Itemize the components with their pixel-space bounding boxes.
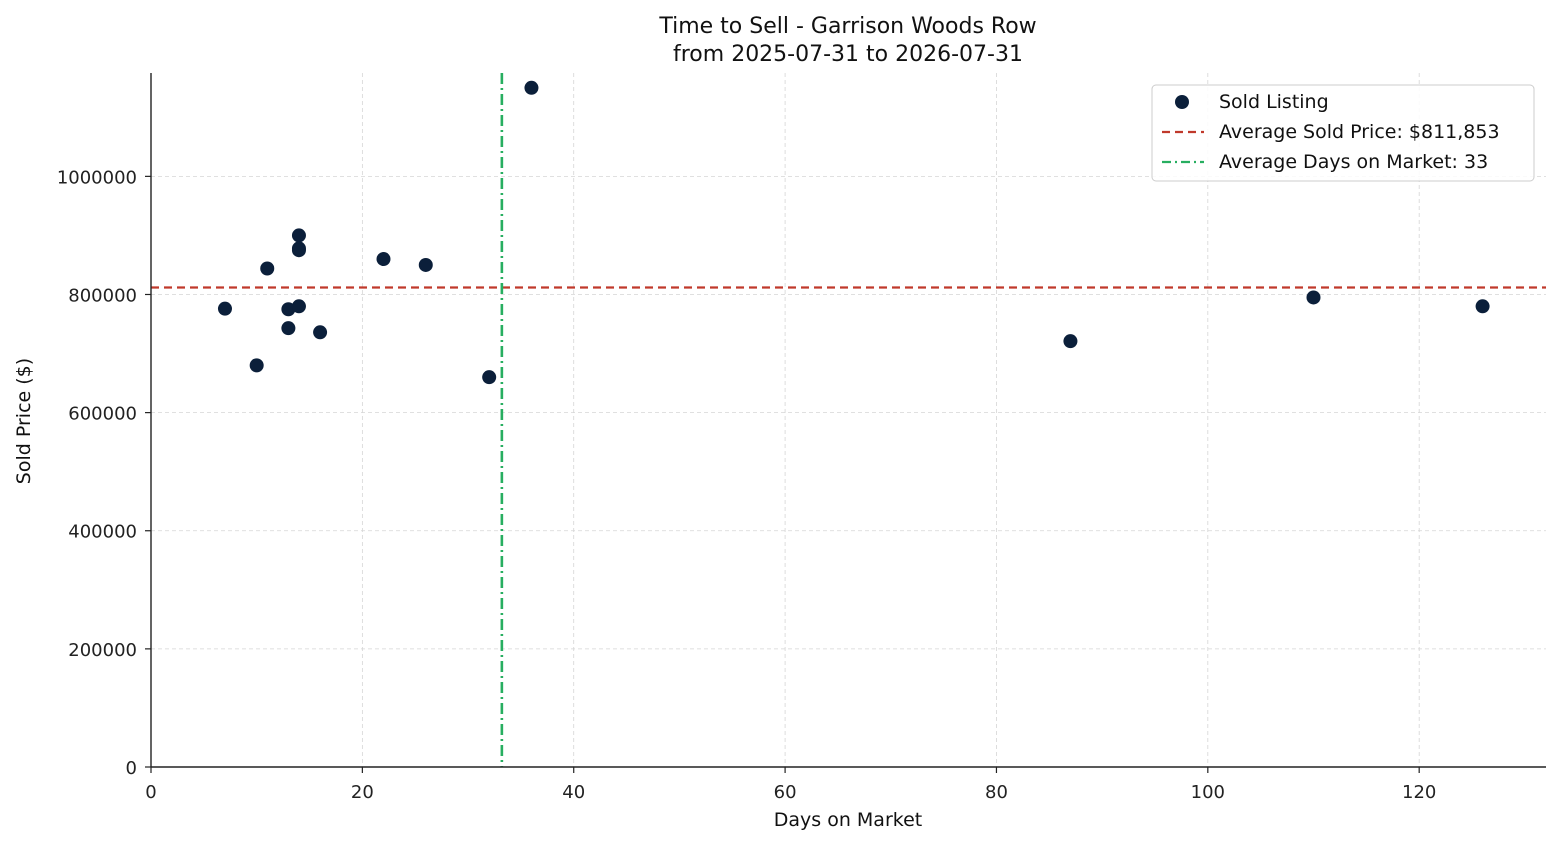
x-axis-label: Days on Market <box>774 809 922 831</box>
data-point <box>217 301 232 316</box>
legend: Sold Listing Average Sold Price: $811,85… <box>1151 84 1535 182</box>
data-point <box>260 261 275 276</box>
y-tick-label: 600000 <box>68 404 137 425</box>
data-point <box>1063 334 1078 349</box>
reference-lines <box>151 73 1546 767</box>
axes <box>145 73 1546 773</box>
x-tick-label: 80 <box>985 782 1008 803</box>
x-tick-label: 20 <box>351 782 374 803</box>
legend-label-sold-listing: Sold Listing <box>1219 91 1329 113</box>
data-point <box>1475 299 1490 314</box>
data-point <box>376 252 391 267</box>
x-tick-label: 120 <box>1402 782 1436 803</box>
y-tick-label: 400000 <box>68 522 137 543</box>
data-point <box>524 80 539 95</box>
y-axis-label: Sold Price ($) <box>13 358 35 484</box>
legend-marker-sold-listing <box>1175 95 1189 109</box>
x-tick-label: 0 <box>145 782 156 803</box>
legend-label-average-days: Average Days on Market: 33 <box>1219 151 1488 173</box>
y-tick-label: 1000000 <box>57 167 137 188</box>
data-point <box>281 321 296 336</box>
chart-title: Time to Sell - Garrison Woods Row <box>658 14 1036 39</box>
data-point <box>418 257 433 272</box>
data-point <box>291 228 306 243</box>
chart-subtitle: from 2025-07-31 to 2026-07-31 <box>673 42 1023 67</box>
data-points <box>217 80 1490 385</box>
data-point <box>291 243 306 258</box>
data-point <box>249 358 264 373</box>
data-point <box>313 325 328 340</box>
y-tick-labels: 0 200000 400000 600000 800000 1000000 <box>57 167 137 779</box>
x-tick-label: 40 <box>562 782 585 803</box>
y-tick-label: 800000 <box>68 285 137 306</box>
x-tick-label: 60 <box>774 782 797 803</box>
legend-label-average-price: Average Sold Price: $811,853 <box>1219 121 1500 143</box>
data-point <box>1306 290 1321 305</box>
data-point <box>281 302 296 317</box>
x-tick-labels: 0 20 40 60 80 100 120 <box>145 782 1436 803</box>
y-tick-label: 200000 <box>68 640 137 661</box>
y-tick-label: 0 <box>126 758 137 779</box>
data-point <box>482 370 497 385</box>
data-point <box>291 299 306 314</box>
legend-box <box>1151 84 1535 182</box>
x-tick-label: 100 <box>1191 782 1225 803</box>
